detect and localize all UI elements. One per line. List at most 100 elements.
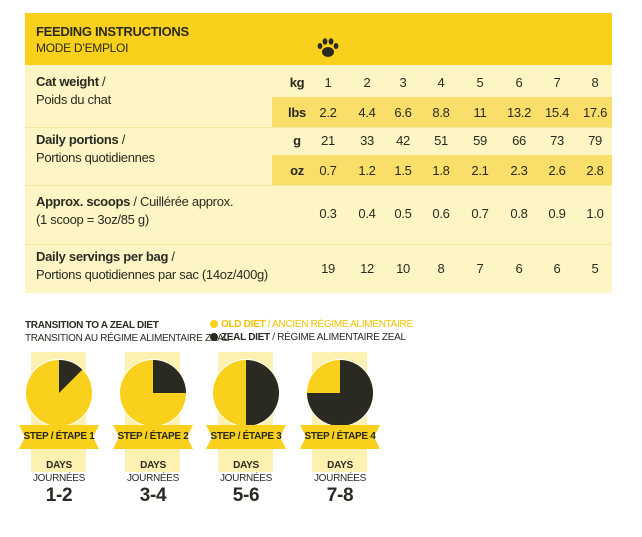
lbs-cell: 11: [473, 105, 487, 120]
lbs-cell: 2.2: [319, 105, 337, 120]
servings-cell: 6: [553, 261, 561, 276]
scoops-cell: 0.7: [471, 206, 489, 221]
unit-oz: oz: [290, 163, 304, 178]
table-title: FEEDING INSTRUCTIONS: [36, 24, 189, 39]
step-day-range: 3-4: [139, 485, 167, 506]
step-pie-chart: [212, 359, 280, 427]
servings-cell: 10: [396, 261, 410, 276]
servings-label-fr: Portions quotidiennes par sac (14oz/400g…: [36, 267, 268, 282]
transition-title: TRANSITION TO A ZEAL DIET: [25, 320, 159, 331]
legend-zeal-diet: ZEAL DIET / RÉGIME ALIMENTAIRE ZEAL: [210, 332, 406, 343]
kg-cell: 5: [476, 75, 484, 90]
zeal-diet-slice: [307, 360, 373, 426]
oz-cell: 1.2: [358, 163, 376, 178]
oz-band: [272, 155, 612, 185]
divider: [25, 244, 612, 245]
table-subtitle: MODE D’EMPLOI: [36, 41, 129, 55]
oz-cell: 2.8: [586, 163, 604, 178]
scoops-cell: 0.8: [510, 206, 528, 221]
step-4: STEP / ÉTAPE 4 DAYS JOURNÉES 7-8: [300, 352, 380, 522]
kg-cell: 8: [591, 75, 599, 90]
step-day-range: 5-6: [232, 485, 260, 506]
lbs-cell: 8.8: [432, 105, 450, 120]
lbs-cell: 6.6: [394, 105, 412, 120]
oz-cell: 0.7: [319, 163, 337, 178]
step-1: STEP / ÉTAPE 1 DAYS JOURNÉES 1-2: [19, 352, 99, 522]
g-cell: 79: [588, 133, 602, 148]
unit-lbs: lbs: [288, 105, 306, 120]
legend-old-diet: OLD DIET / ANCIEN RÉGIME ALIMENTAIRE: [210, 319, 413, 330]
kg-cell: 3: [399, 75, 407, 90]
portions-label-fr: Portions quotidiennes: [36, 150, 155, 165]
step-pie-chart: [306, 359, 374, 427]
servings-cell: 19: [321, 261, 335, 276]
step-days: DAYS: [140, 460, 166, 471]
servings-cell: 12: [360, 261, 374, 276]
lbs-cell: 17.6: [582, 105, 608, 120]
lbs-cell: 4.4: [358, 105, 376, 120]
step-3: STEP / ÉTAPE 3 DAYS JOURNÉES 5-6: [206, 352, 286, 522]
step-label: STEP / ÉTAPE 2: [117, 431, 189, 442]
servings-cell: 8: [437, 261, 445, 276]
scoops-cell: 0.3: [319, 206, 337, 221]
kg-cell: 6: [515, 75, 523, 90]
g-cell: 73: [550, 133, 564, 148]
g-cell: 42: [396, 133, 410, 148]
oz-cell: 2.3: [510, 163, 528, 178]
step-pie-chart: [119, 359, 187, 427]
step-label: STEP / ÉTAPE 1: [23, 431, 95, 442]
step-days: DAYS: [46, 460, 72, 471]
portions-label: Daily portions /: [36, 132, 126, 147]
step-banner: [300, 425, 380, 449]
divider: [25, 185, 612, 186]
weight-label-fr: Poids du chat: [36, 92, 111, 107]
kg-cell: 1: [324, 75, 332, 90]
step-label: STEP / ÉTAPE 3: [210, 431, 282, 442]
oz-cell: 2.6: [548, 163, 566, 178]
g-cell: 33: [360, 133, 374, 148]
table-header: FEEDING INSTRUCTIONS MODE D’EMPLOI: [25, 13, 612, 65]
oz-cell: 1.8: [432, 163, 450, 178]
scoops-label: Approx. scoops / Cuillérée approx.: [36, 194, 234, 209]
step-day-range: 1-2: [45, 485, 73, 506]
scoops-cell: 0.4: [358, 206, 376, 221]
oz-cell: 1.5: [394, 163, 412, 178]
g-cell: 66: [512, 133, 526, 148]
feeding-table: FEEDING INSTRUCTIONS MODE D’EMPLOI Cat w…: [25, 13, 612, 293]
servings-cell: 5: [591, 261, 599, 276]
step-journees: JOURNÉES: [313, 473, 367, 484]
step-banner: [206, 425, 286, 449]
g-cell: 21: [321, 133, 335, 148]
servings-cell: 7: [476, 261, 484, 276]
lbs-cell: 15.4: [544, 105, 570, 120]
unit-kg: kg: [289, 75, 305, 90]
step-2: STEP / ÉTAPE 2 DAYS JOURNÉES 3-4: [113, 352, 193, 522]
step-journees: JOURNÉES: [32, 473, 86, 484]
g-cell: 59: [473, 133, 487, 148]
lbs-band: [272, 97, 612, 127]
zeal-diet-slice: [246, 360, 279, 426]
step-journees: JOURNÉES: [219, 473, 273, 484]
servings-cell: 6: [515, 261, 523, 276]
scoops-cell: 0.5: [394, 206, 412, 221]
step-days: DAYS: [233, 460, 259, 471]
zeal-diet-slice: [59, 360, 83, 393]
kg-cell: 7: [553, 75, 561, 90]
scoops-cell: 0.9: [548, 206, 566, 221]
step-banner: [19, 425, 99, 449]
zeal-diet-dot: [210, 333, 218, 341]
oz-cell: 2.1: [471, 163, 489, 178]
step-banner: [113, 425, 193, 449]
step-label: STEP / ÉTAPE 4: [304, 431, 376, 442]
old-diet-dot: [210, 320, 218, 328]
kg-cell: 2: [363, 75, 371, 90]
paw-icon: [317, 38, 339, 57]
step-journees: JOURNÉES: [126, 473, 180, 484]
weight-label: Cat weight /: [36, 74, 106, 89]
unit-g: g: [293, 133, 301, 148]
divider: [25, 127, 612, 128]
scoops-cell: 0.6: [432, 206, 450, 221]
step-day-range: 7-8: [326, 485, 354, 506]
step-pie-chart: [25, 359, 93, 427]
scoops-cell: 1.0: [586, 206, 604, 221]
